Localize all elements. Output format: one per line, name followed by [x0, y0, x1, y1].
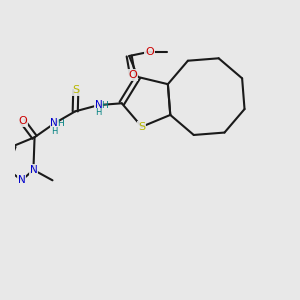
Text: S: S: [72, 85, 80, 95]
Text: N: N: [18, 175, 26, 185]
Text: H: H: [95, 108, 102, 117]
Text: N: N: [29, 165, 37, 175]
Text: S: S: [138, 122, 145, 132]
Text: O: O: [18, 116, 27, 126]
Text: O: O: [145, 47, 154, 57]
Text: N: N: [95, 100, 102, 110]
Text: O: O: [128, 70, 137, 80]
Text: N: N: [50, 118, 58, 128]
Text: H: H: [51, 127, 58, 136]
Text: H: H: [101, 100, 108, 109]
Text: H: H: [57, 119, 64, 128]
